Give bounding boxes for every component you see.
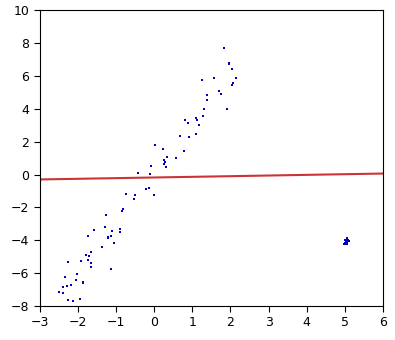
Point — [80, 279, 87, 285]
Point — [211, 75, 217, 80]
Point — [60, 290, 66, 295]
Point — [77, 258, 84, 264]
Point — [111, 240, 118, 246]
Point — [346, 238, 352, 244]
Point — [55, 290, 62, 295]
Point — [99, 244, 105, 249]
Point — [173, 155, 179, 160]
Point — [160, 146, 167, 152]
Point — [344, 237, 351, 243]
Point — [60, 284, 66, 290]
Point — [109, 228, 115, 234]
Point — [65, 297, 71, 303]
Point — [88, 260, 94, 266]
Point — [123, 191, 129, 197]
Point — [344, 238, 350, 243]
Point — [229, 80, 236, 85]
Point — [117, 229, 123, 235]
Point — [151, 192, 157, 198]
Point — [342, 241, 348, 246]
Point — [148, 164, 154, 169]
Point — [343, 240, 349, 245]
Point — [181, 118, 188, 123]
Point — [224, 106, 230, 112]
Point — [62, 274, 69, 280]
Point — [88, 265, 94, 270]
Point — [226, 61, 232, 66]
Point — [344, 236, 350, 241]
Point — [102, 225, 108, 230]
Point — [103, 213, 109, 218]
Point — [233, 75, 239, 80]
Point — [85, 234, 92, 239]
Point — [199, 78, 205, 83]
Point — [107, 267, 114, 272]
Point — [107, 234, 114, 239]
Point — [344, 241, 350, 246]
Point — [88, 249, 94, 255]
Point — [64, 283, 70, 289]
Point — [119, 208, 125, 214]
Point — [345, 239, 351, 244]
Point — [152, 143, 158, 148]
Point — [200, 114, 206, 119]
Point — [146, 186, 152, 191]
Point — [162, 159, 168, 164]
Point — [90, 227, 97, 233]
Point — [344, 235, 351, 241]
Point — [193, 116, 199, 121]
Point — [204, 98, 211, 103]
Point — [342, 237, 348, 242]
Point — [132, 192, 139, 198]
Point — [68, 282, 74, 287]
Point — [193, 131, 199, 137]
Point — [177, 134, 183, 139]
Point — [135, 170, 141, 176]
Point — [181, 149, 188, 154]
Point — [83, 252, 89, 257]
Point — [220, 46, 227, 51]
Point — [344, 238, 350, 243]
Point — [344, 238, 350, 244]
Point — [142, 186, 149, 192]
Point — [164, 154, 170, 159]
Point — [105, 236, 111, 241]
Point — [73, 277, 79, 283]
Point — [229, 82, 235, 87]
Point — [77, 296, 83, 302]
Point — [341, 241, 348, 247]
Point — [58, 313, 64, 318]
Point — [85, 257, 91, 263]
Point — [120, 206, 126, 212]
Point — [80, 281, 87, 286]
Point — [74, 271, 80, 276]
Point — [161, 158, 167, 163]
Point — [85, 254, 92, 259]
Point — [53, 322, 59, 327]
Point — [344, 241, 350, 246]
Point — [194, 118, 200, 123]
Point — [218, 91, 225, 97]
Point — [161, 161, 167, 167]
Point — [163, 164, 169, 170]
Point — [186, 134, 192, 139]
Point — [147, 171, 153, 176]
Point — [229, 67, 236, 72]
Point — [70, 299, 76, 304]
Point — [226, 61, 232, 67]
Point — [201, 106, 207, 112]
Point — [185, 120, 192, 126]
Point — [203, 92, 210, 98]
Point — [117, 227, 124, 232]
Point — [131, 197, 137, 202]
Point — [65, 259, 71, 265]
Point — [196, 122, 202, 127]
Point — [342, 241, 348, 246]
Point — [105, 234, 111, 240]
Point — [345, 238, 351, 243]
Point — [216, 89, 222, 94]
